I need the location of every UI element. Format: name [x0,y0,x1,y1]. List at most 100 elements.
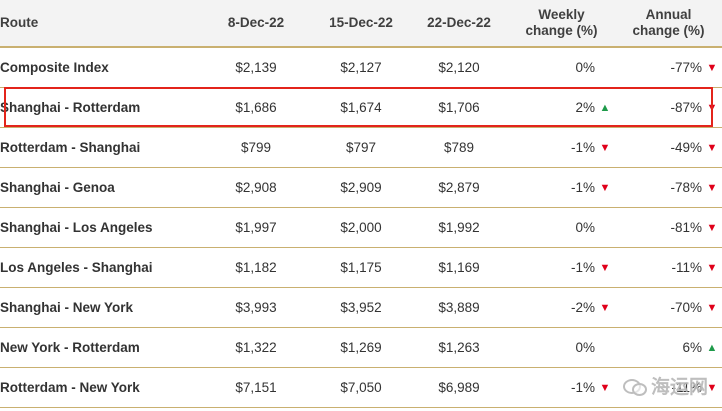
weekly-change-value: 2% [575,100,595,115]
arrow-down-icon: ▼ [599,302,611,314]
weekly-change-cell: 0% [508,327,615,368]
route-cell: Shanghai - Genoa [0,167,200,208]
arrow-down-icon: ▼ [706,302,718,314]
annual-change-cell: -49% ▼ [615,127,722,168]
arrow-up-icon: ▲ [706,342,718,354]
weekly-change-cell: 0% [508,207,615,248]
rate-cell-date-3: $2,120 [410,47,508,88]
rate-cell-date-2: $1,674 [312,87,410,128]
header-date-3: 22-Dec-22 [410,0,508,48]
rate-cell-date-2: $797 [312,127,410,168]
rate-cell-date-1: $3,993 [200,287,312,328]
arrow-down-icon: ▼ [706,222,718,234]
table-body: Composite Index $2,139 $2,127 $2,120 0% -77% ▼… [0,47,722,408]
arrow-down-icon: ▼ [599,262,611,274]
weekly-change-value: 0% [575,60,595,75]
arrow-down-icon: ▼ [706,182,718,194]
annual-change-cell: -70% ▼ [615,287,722,328]
header-row: Route 8-Dec-22 15-Dec-22 22-Dec-22 Weekl… [0,0,722,48]
weekly-change-value: -1% [570,140,595,155]
weekly-change-value: 0% [575,340,595,355]
rate-cell-date-2: $2,127 [312,47,410,88]
rate-cell-date-3: $789 [410,127,508,168]
header-date-1: 8-Dec-22 [200,0,312,48]
annual-change-value: -81% [670,220,702,235]
table-row: Los Angeles - Shanghai $1,182 $1,175 $1,169… [0,247,722,288]
route-cell: New York - Rotterdam [0,327,200,368]
table-row: Shanghai - Genoa $2,908 $2,909 $2,879 -1% ▼ -7… [0,167,722,208]
arrow-up-icon: ▲ [599,102,611,114]
arrow-down-icon: ▼ [706,62,718,74]
weekly-change-value: -1% [570,380,595,395]
rate-cell-date-1: $1,686 [200,87,312,128]
rate-cell-date-1: $1,997 [200,207,312,248]
header-annual-line2: change (%) [632,23,705,38]
annual-change-cell: -11% ▼ [615,247,722,288]
annual-change-value: -77% [670,60,702,75]
annual-change-value: -49% [670,140,702,155]
arrow-down-icon: ▼ [599,182,611,194]
table-row: Rotterdam - New York $7,151 $7,050 $6,989 -1… [0,367,722,408]
weekly-change-cell: -1% ▼ [508,367,615,408]
weekly-change-cell: -1% ▼ [508,127,615,168]
header-weekly-change: Weekly change (%) [508,0,615,48]
route-cell: Shanghai - New York [0,287,200,328]
weekly-change-cell: -1% ▼ [508,167,615,208]
route-cell: Rotterdam - New York [0,367,200,408]
annual-change-value: -11% [671,260,702,275]
table-row: Shanghai - Los Angeles $1,997 $2,000 $1,992… [0,207,722,248]
annual-change-cell: -87% ▼ [615,87,722,128]
header-annual-line1: Annual [645,7,692,22]
weekly-change-cell: 2% ▲ [508,87,615,128]
table-row: Shanghai - Rotterdam $1,686 $1,674 $1,706 2%… [0,87,722,128]
route-cell: Shanghai - Los Angeles [0,207,200,248]
watermark-text: 海运网 [650,377,708,398]
route-cell: Composite Index [0,47,200,88]
table-row: New York - Rotterdam $1,322 $1,269 $1,263 0%… [0,327,722,368]
rate-cell-date-3: $6,989 [410,367,508,408]
rate-cell-date-3: $2,879 [410,167,508,208]
table-row: Rotterdam - Shanghai $799 $797 $789 -1% ▼ -49%… [0,127,722,168]
rate-cell-date-2: $3,952 [312,287,410,328]
weekly-change-cell: -1% ▼ [508,247,615,288]
table-row: Composite Index $2,139 $2,127 $2,120 0% -77% ▼ [0,47,722,88]
arrow-down-icon: ▼ [599,382,611,394]
annual-change-value: -70% [670,300,702,315]
rate-cell-date-1: $2,139 [200,47,312,88]
weekly-change-cell: 0% [508,47,615,88]
rate-cell-date-2: $2,000 [312,207,410,248]
header-weekly-line1: Weekly [538,7,585,22]
rate-cell-date-3: $1,169 [410,247,508,288]
route-cell: Rotterdam - Shanghai [0,127,200,168]
annual-change-value: -78% [670,180,702,195]
rate-cell-date-1: $2,908 [200,167,312,208]
annual-change-value: -87% [670,100,702,115]
arrow-down-icon: ▼ [706,382,718,394]
rate-cell-date-2: $1,175 [312,247,410,288]
rate-cell-date-3: $1,706 [410,87,508,128]
rate-cell-date-2: $2,909 [312,167,410,208]
annual-change-cell: -77% ▼ [615,47,722,88]
arrow-down-icon: ▼ [706,102,718,114]
route-cell: Los Angeles - Shanghai [0,247,200,288]
table-row: Shanghai - New York $3,993 $3,952 $3,889 -2%… [0,287,722,328]
rate-cell-date-1: $1,322 [200,327,312,368]
rate-cell-date-3: $1,263 [410,327,508,368]
header-date-2: 15-Dec-22 [312,0,410,48]
annual-change-value: 6% [682,340,702,355]
arrow-down-icon: ▼ [599,142,611,154]
annual-change-cell: -78% ▼ [615,167,722,208]
rate-cell-date-2: $1,269 [312,327,410,368]
route-cell: Shanghai - Rotterdam [0,87,200,128]
wechat-icon [622,377,647,396]
header-annual-change: Annual change (%) [615,0,722,48]
header-route: Route [0,0,200,48]
rate-cell-date-1: $1,182 [200,247,312,288]
header-weekly-line2: change (%) [525,23,598,38]
weekly-change-value: 0% [575,220,595,235]
weekly-change-value: -1% [570,180,595,195]
rate-cell-date-2: $7,050 [312,367,410,408]
arrow-down-icon: ▼ [706,142,718,154]
